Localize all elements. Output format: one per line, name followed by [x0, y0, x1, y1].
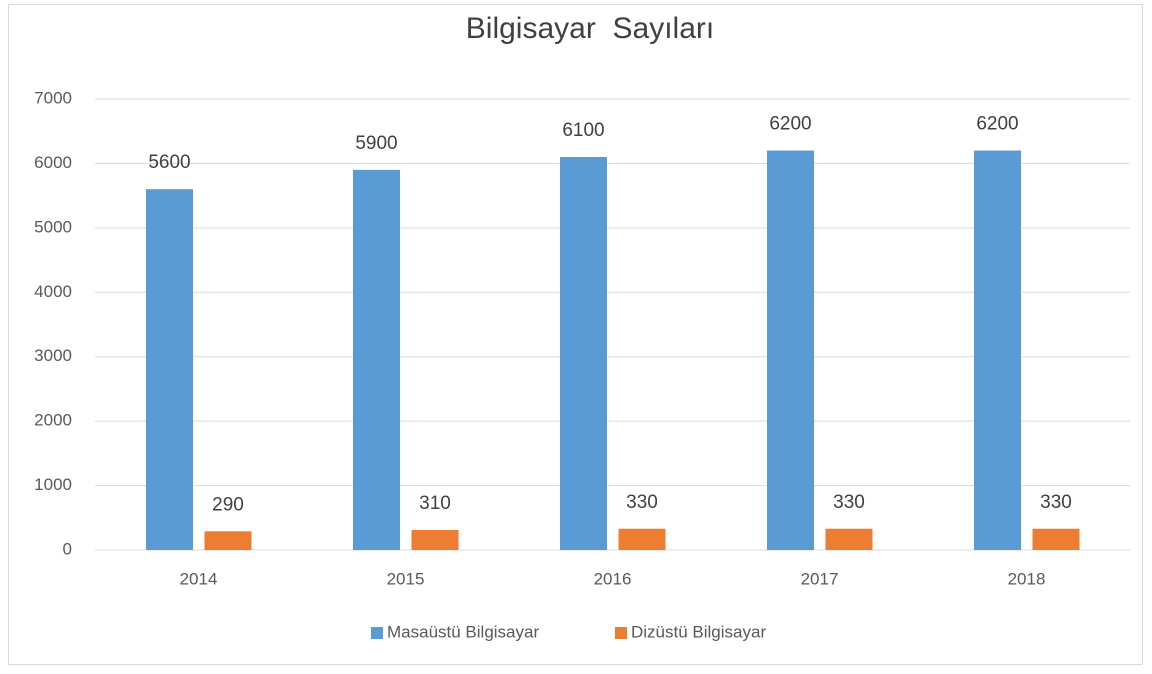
x-tick-label: 2017	[801, 569, 839, 588]
data-label: 6200	[976, 114, 1018, 135]
bar	[1032, 528, 1080, 550]
x-tick-label: 2018	[1008, 569, 1046, 588]
legend-label: Dizüstü Bilgisayar	[631, 622, 766, 641]
data-label: 5600	[148, 152, 190, 173]
y-tick-label: 3000	[34, 346, 72, 365]
y-tick-label: 6000	[34, 153, 72, 172]
bar	[974, 150, 1021, 551]
y-tick-label: 2000	[34, 411, 72, 430]
data-label: 310	[419, 493, 451, 514]
legend-swatch	[615, 627, 627, 639]
bar	[204, 531, 252, 550]
x-tick-label: 2016	[594, 569, 632, 588]
y-tick-label: 1000	[34, 475, 72, 494]
chart-title: Bilgisayar Sayıları	[466, 12, 714, 45]
data-label: 330	[833, 492, 865, 513]
data-label: 6100	[562, 120, 604, 141]
bar	[618, 528, 666, 550]
data-label: 330	[1040, 492, 1072, 513]
y-tick-label: 5000	[34, 217, 72, 236]
y-tick-label: 7000	[34, 88, 72, 107]
data-label: 290	[212, 494, 244, 515]
y-tick-label: 4000	[34, 282, 72, 301]
bar	[146, 189, 193, 550]
x-tick-label: 2015	[387, 569, 425, 588]
data-label: 330	[626, 492, 658, 513]
bar	[560, 156, 607, 550]
y-tick-label: 0	[63, 539, 72, 558]
legend-swatch	[371, 627, 383, 639]
bar	[767, 150, 814, 551]
legend-label: Masaüstü Bilgisayar	[387, 622, 539, 641]
data-label: 6200	[769, 114, 811, 135]
data-label: 5900	[355, 133, 397, 154]
x-tick-label: 2014	[180, 569, 218, 588]
bar	[353, 169, 400, 550]
bar	[411, 530, 459, 550]
bar	[825, 528, 873, 550]
